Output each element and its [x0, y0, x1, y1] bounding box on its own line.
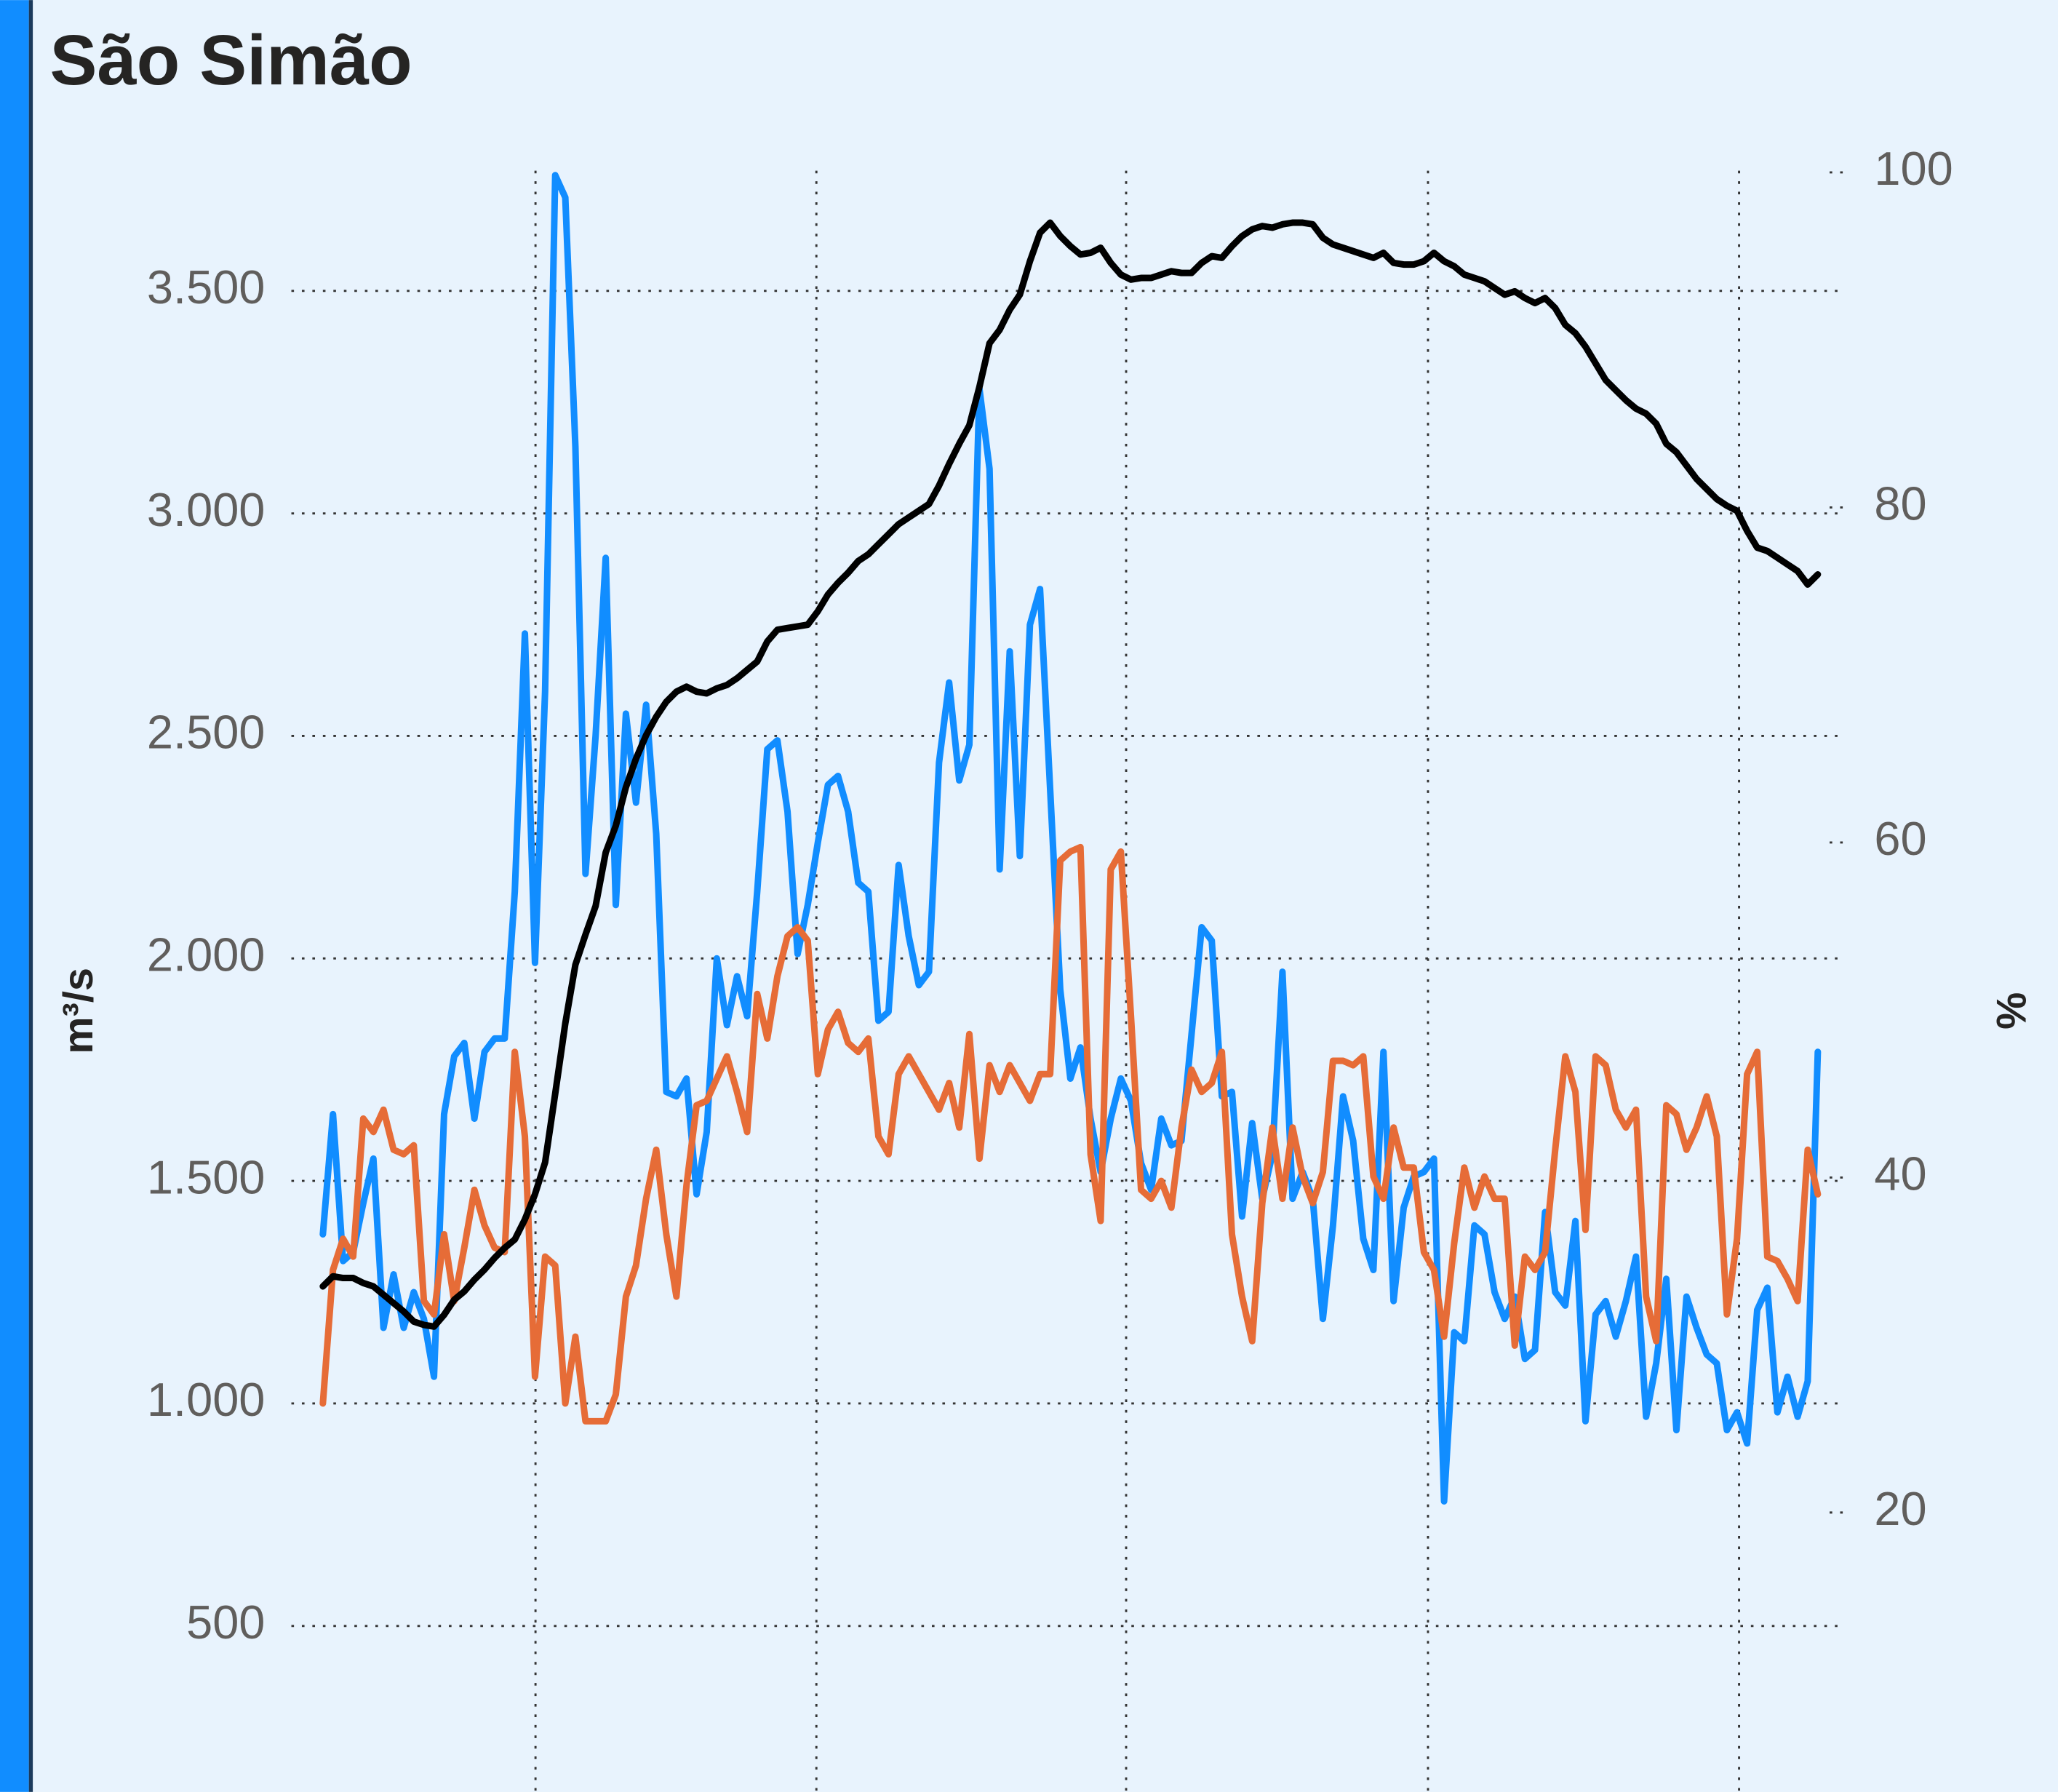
y-tick-label: 2.500 — [147, 706, 266, 759]
y-axis-title: m³/s — [55, 968, 102, 1054]
y2-tick-label: 40 — [1874, 1147, 1926, 1200]
series-line — [319, 172, 1822, 1505]
y2-tick-label: 80 — [1874, 477, 1926, 530]
y-tick-label: 1.500 — [147, 1150, 266, 1203]
accent-bar — [0, 0, 29, 1792]
series-line — [319, 843, 1822, 1425]
accent-edge — [28, 0, 33, 1792]
chart-title: São Simão — [50, 20, 412, 100]
y2-tick-label: 100 — [1874, 142, 1953, 195]
y-tick-label: 3.000 — [147, 483, 266, 536]
series-line — [319, 219, 1822, 1330]
y2-axis-title: % — [1987, 992, 2034, 1030]
y-tick-label: 3.500 — [147, 260, 266, 314]
y-tick-label: 1.000 — [147, 1373, 266, 1426]
y2-tick-label: 20 — [1874, 1482, 1926, 1535]
y2-tick-label: 60 — [1874, 812, 1926, 865]
y-tick-label: 500 — [186, 1596, 265, 1649]
y-tick-label: 2.000 — [147, 928, 266, 981]
